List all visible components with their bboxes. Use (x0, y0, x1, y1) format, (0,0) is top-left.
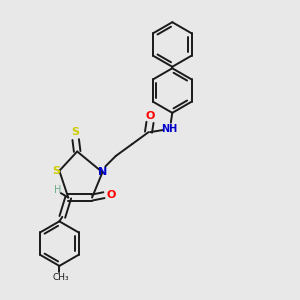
Text: NH: NH (161, 124, 177, 134)
Text: N: N (98, 167, 107, 177)
Text: O: O (107, 190, 116, 200)
Text: H: H (54, 185, 61, 195)
Text: S: S (52, 166, 60, 176)
Text: S: S (72, 127, 80, 137)
Text: CH₃: CH₃ (52, 273, 69, 282)
Text: O: O (145, 111, 155, 121)
